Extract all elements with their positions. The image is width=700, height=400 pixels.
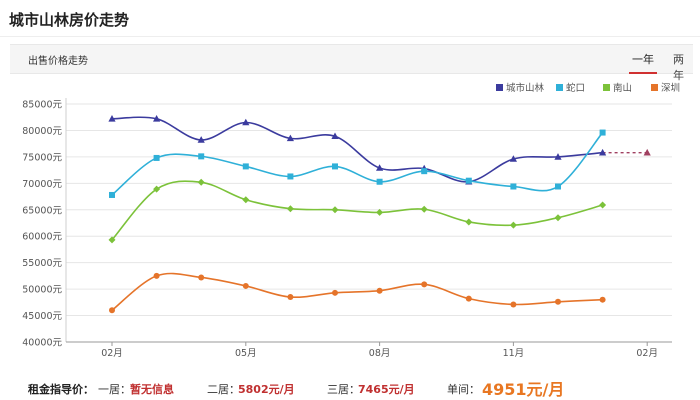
- floor1-value: 暂无信息: [130, 383, 174, 396]
- data-point-csl: [331, 132, 339, 140]
- data-point-csl: [509, 155, 517, 162]
- y-tick-label: 80000元: [22, 126, 62, 137]
- data-point-shenzhen: [332, 289, 338, 296]
- data-point-nanshan: [465, 218, 473, 226]
- data-point-shenzhen: [555, 298, 561, 305]
- tab-one-year[interactable]: 一年: [629, 53, 657, 74]
- chart-panel-header: 出售价格走势 一年 两年: [10, 44, 693, 82]
- y-tick-label: 65000元: [22, 205, 62, 216]
- legend-swatch: [556, 84, 563, 91]
- data-point-nanshan: [108, 236, 116, 244]
- data-point-shekou: [242, 163, 249, 170]
- y-tick-label: 60000元: [22, 232, 62, 243]
- data-point-csl: [376, 164, 384, 171]
- data-point-nanshan: [197, 178, 205, 186]
- legend-label: 城市山林: [506, 82, 545, 94]
- data-point-shenzhen: [421, 281, 428, 288]
- y-tick-label: 70000元: [22, 179, 62, 190]
- data-point-csl: [108, 115, 116, 122]
- series-line-shekou: [111, 132, 604, 196]
- y-tick-label: 50000元: [22, 285, 62, 296]
- x-tick-label: 08月: [369, 348, 391, 359]
- series-line-shenzhen: [111, 272, 603, 311]
- data-point-shekou: [599, 129, 606, 136]
- tab-two-years[interactable]: 两年: [673, 53, 684, 82]
- legend-swatch: [496, 84, 503, 91]
- data-point-nanshan: [509, 221, 517, 229]
- data-point-shenzhen: [287, 294, 294, 301]
- data-point-nanshan: [376, 208, 384, 216]
- floor1-label: 一居：: [98, 383, 131, 396]
- unit-label: 单间：: [447, 383, 480, 396]
- unit-value: 4951元/月: [482, 380, 565, 399]
- page-title: 城市山林房价走势: [9, 11, 130, 29]
- data-point-shekou: [510, 183, 517, 190]
- data-point-nanshan: [554, 214, 562, 222]
- data-point-nanshan: [242, 196, 250, 204]
- data-point-shekou: [555, 183, 561, 190]
- series-line-nanshan: [111, 180, 603, 241]
- y-tick-label: 55000元: [22, 258, 62, 269]
- x-tick-label: 02月: [101, 348, 123, 359]
- data-point-csl: [153, 115, 161, 122]
- data-point-shenzhen: [109, 307, 115, 314]
- data-point-nanshan: [420, 205, 428, 213]
- data-point-shekou: [465, 177, 472, 184]
- data-point-shekou: [109, 191, 115, 198]
- section-label: 出售价格走势: [28, 56, 88, 67]
- y-tick-label: 75000元: [22, 152, 62, 163]
- title-divider: [0, 36, 700, 37]
- data-point-nanshan: [331, 206, 339, 214]
- x-tick-label: 05月: [235, 348, 257, 359]
- data-point-shenzhen: [242, 282, 249, 289]
- data-point-csl: [197, 136, 205, 143]
- data-point-shenzhen: [198, 274, 205, 281]
- price-trend-chart: 40000元 45000元 50000元 55000元 60000元 65000元 7000…: [22, 82, 680, 359]
- series-line-csl: [111, 116, 603, 183]
- legend-label: 深圳: [661, 83, 680, 94]
- legend-swatch: [603, 84, 610, 91]
- floor3-label: 三居：: [327, 383, 360, 396]
- y-tick-label: 85000元: [22, 100, 62, 111]
- data-point-csl: [554, 153, 562, 160]
- data-point-shekou: [198, 153, 205, 160]
- data-point-shenzhen: [153, 272, 160, 279]
- data-point-shekou: [421, 168, 428, 175]
- x-tick-label: 11月: [503, 348, 525, 359]
- legend-label: 蛇口: [566, 82, 585, 94]
- rent-guide-bar: 租金指导价： 一居： 暂无信息 二居： 5802元/月 三居： 7465元/月 …: [0, 378, 700, 399]
- legend-swatch: [651, 84, 658, 91]
- data-point-csl: [242, 118, 250, 126]
- data-point-nanshan: [599, 201, 607, 209]
- floor2-value: 5802元/月: [238, 383, 295, 396]
- y-tick-label: 40000元: [22, 338, 62, 349]
- rent-guide-label: 租金指导价：: [28, 383, 94, 396]
- data-point-shenzhen: [465, 295, 472, 302]
- data-point-shekou: [153, 154, 160, 161]
- data-point-csl: [286, 134, 294, 142]
- floor2-label: 二居：: [207, 383, 240, 396]
- y-tick-label: 45000元: [22, 311, 62, 322]
- x-tick-label: 02月: [636, 348, 658, 359]
- legend-label: 南山: [613, 82, 632, 94]
- data-point-shenzhen: [376, 287, 383, 294]
- data-point-nanshan: [153, 185, 161, 193]
- data-point-shenzhen: [599, 296, 606, 303]
- data-point-shekou: [332, 163, 338, 170]
- forecast-point-csl: [643, 148, 651, 156]
- data-point-csl: [599, 148, 607, 156]
- floor3-value: 7465元/月: [358, 383, 415, 396]
- data-point-shekou: [376, 178, 383, 185]
- data-point-shekou: [287, 173, 294, 180]
- data-point-shenzhen: [510, 301, 517, 308]
- data-point-nanshan: [286, 205, 294, 213]
